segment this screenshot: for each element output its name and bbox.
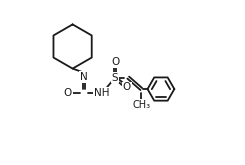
Text: N: N — [80, 72, 88, 82]
Text: O: O — [122, 82, 131, 92]
Text: NH: NH — [94, 88, 110, 98]
Text: S: S — [112, 73, 118, 83]
Text: O: O — [63, 88, 72, 98]
Text: CH₃: CH₃ — [132, 100, 150, 110]
Text: O: O — [111, 57, 119, 67]
